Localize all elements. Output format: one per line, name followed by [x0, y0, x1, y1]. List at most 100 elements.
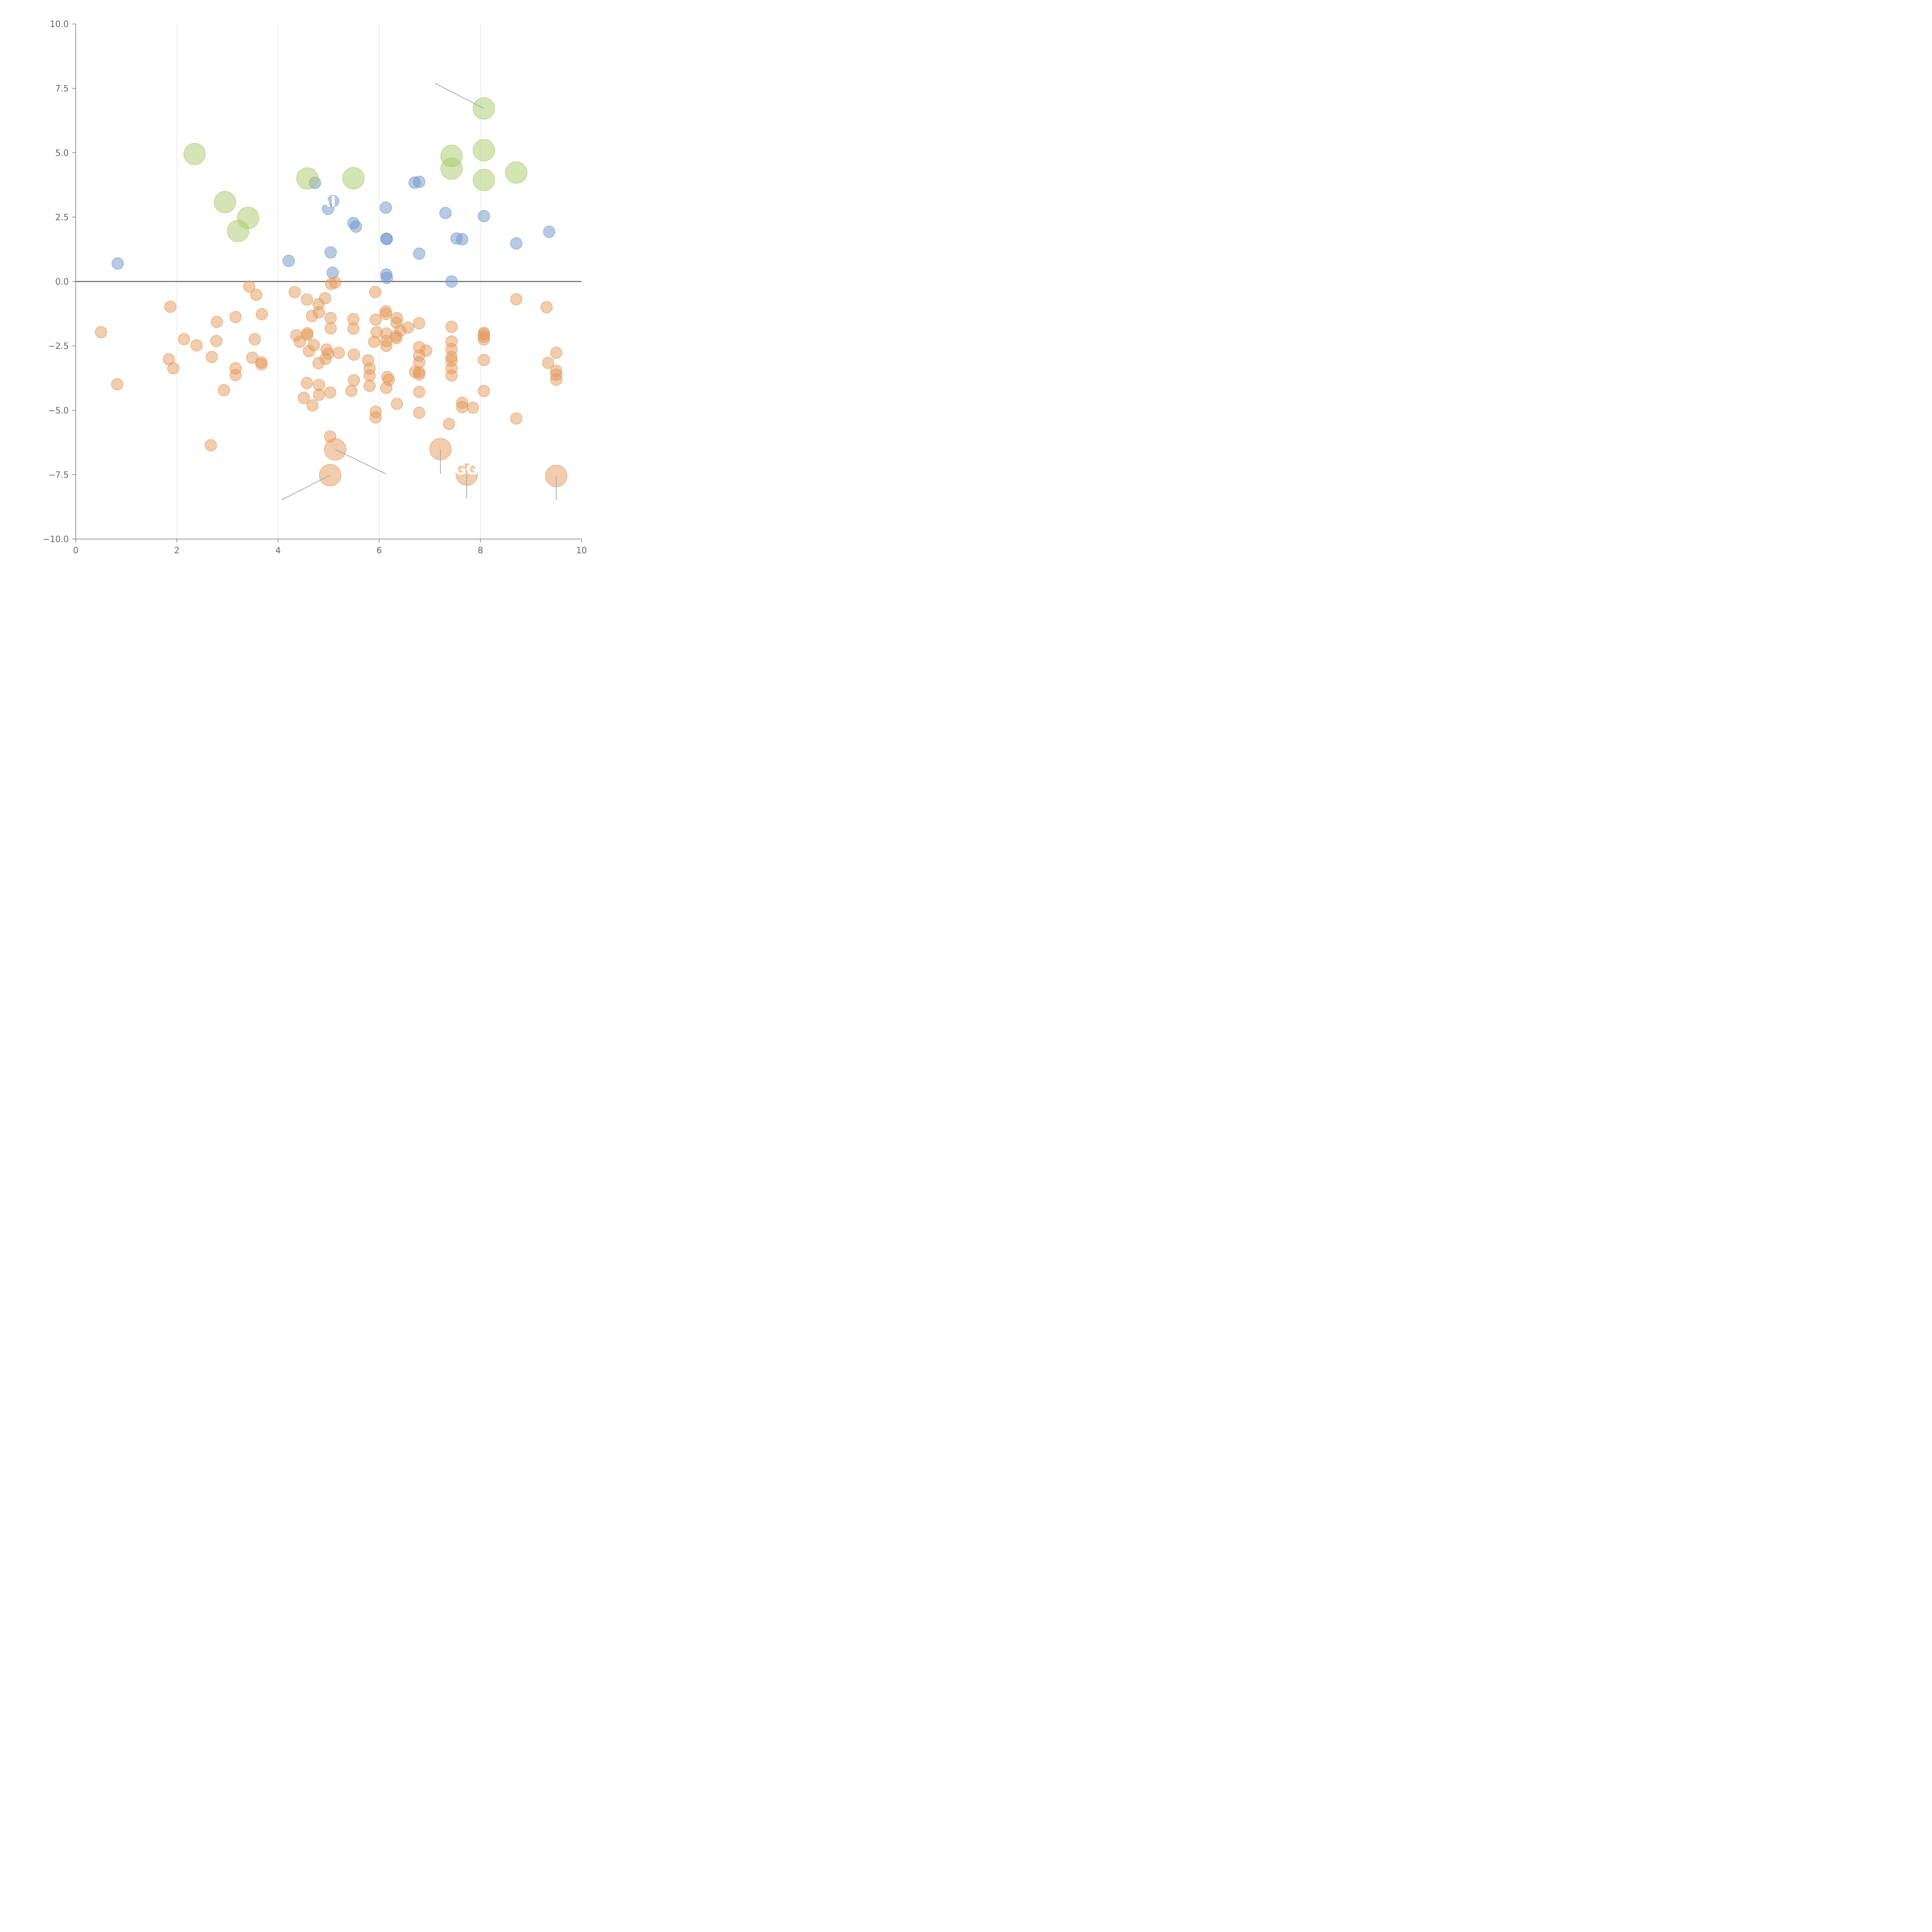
point-orange: [363, 369, 376, 382]
point-orange: [380, 382, 393, 394]
point-orange: [306, 399, 319, 412]
point-orange: [298, 392, 310, 404]
point-orange: [478, 385, 490, 397]
point-green: [342, 167, 365, 189]
point-orange: [420, 344, 432, 357]
point-orange: [478, 333, 490, 346]
point-orange: [324, 386, 337, 399]
annotation-label: GG: [454, 461, 478, 478]
point-orange: [510, 293, 522, 306]
point-orange: [332, 347, 345, 359]
point-orange: [190, 339, 203, 352]
point-blue: [510, 237, 522, 250]
point-green: [214, 191, 236, 213]
point-orange: [363, 379, 376, 392]
x-tick-label: 4: [276, 546, 281, 556]
point-orange: [218, 384, 230, 396]
point-orange: [250, 289, 263, 301]
marks-layer: [95, 97, 568, 487]
x-tick-label: 2: [174, 546, 180, 556]
point-orange: [324, 312, 337, 324]
x-tick-label: 0: [73, 546, 78, 556]
point-orange: [391, 398, 403, 410]
point-orange: [456, 401, 468, 413]
point-blue: [543, 226, 555, 238]
point-blue: [327, 195, 340, 207]
x-tick-label: 6: [376, 546, 382, 556]
point-blue: [379, 201, 392, 214]
point-orange: [542, 357, 554, 369]
y-tick-label: 2.5: [55, 213, 69, 223]
point-green: [183, 143, 206, 165]
point-orange: [313, 306, 325, 319]
point-orange: [348, 349, 360, 361]
point-orange: [413, 368, 425, 381]
point-orange: [445, 369, 458, 382]
point-orange: [348, 374, 360, 387]
point-orange: [319, 292, 332, 304]
point-orange: [379, 308, 392, 320]
point-orange: [204, 439, 217, 452]
y-tick-label: −7.5: [48, 470, 69, 480]
point-orange: [248, 333, 261, 345]
y-tick-label: 5.0: [55, 148, 69, 158]
point-orange: [206, 351, 218, 363]
point-blue: [439, 207, 452, 219]
x-tick-label: 10: [576, 546, 587, 556]
point-orange: [210, 335, 223, 347]
point-orange: [301, 293, 313, 306]
point-orange: [324, 322, 337, 335]
point-green: [473, 169, 495, 191]
point-orange: [510, 412, 522, 425]
point-orange: [369, 411, 382, 424]
point-orange: [178, 333, 190, 345]
point-orange: [413, 406, 425, 419]
leader-line: [434, 83, 484, 109]
point-blue: [413, 247, 425, 260]
point-orange: [211, 316, 223, 328]
point-orange: [413, 356, 425, 369]
y-tick-label: 0.0: [55, 277, 69, 287]
axis-layer: 0 2 4 6 8 10 −10.0 −7.5 −5.0 −2.5 0.0 2.5 5.0 7.5 10.0: [43, 20, 587, 556]
point-orange: [347, 322, 360, 335]
point-orange: [550, 347, 563, 359]
point-blue: [111, 257, 124, 270]
point-orange: [380, 340, 393, 352]
point-orange: [301, 377, 313, 389]
point-orange: [167, 362, 180, 374]
point-blue: [478, 210, 490, 222]
point-orange: [402, 321, 414, 334]
scatter-chart: 0 2 4 6 8 10 −10.0 −7.5 −5.0 −2.5 0.0 2.5 5.0 7.5 10.0…: [43, 20, 587, 556]
point-orange: [243, 281, 255, 293]
point-blue: [445, 275, 458, 288]
point-orange: [294, 335, 306, 348]
point-blue: [413, 175, 425, 188]
point-blue: [282, 255, 295, 267]
point-orange: [329, 276, 342, 289]
point-orange: [345, 385, 358, 397]
point-orange: [369, 286, 381, 298]
point-green: [440, 157, 463, 180]
point-green: [473, 139, 495, 162]
point-orange: [550, 373, 563, 386]
point-orange: [443, 418, 455, 430]
point-blue: [324, 246, 337, 259]
point-blue: [350, 220, 362, 233]
x-tick-label: 8: [478, 546, 483, 556]
annotation-label: AI: [319, 193, 336, 210]
y-tick-label: −2.5: [48, 342, 69, 351]
point-orange: [95, 326, 107, 338]
point-orange: [313, 389, 325, 401]
point-green: [237, 207, 260, 229]
point-blue: [381, 233, 393, 245]
point-orange: [478, 354, 490, 366]
point-orange: [289, 286, 301, 298]
leader-line: [335, 449, 386, 474]
point-orange: [229, 311, 242, 323]
point-green: [296, 167, 319, 190]
point-orange: [301, 328, 314, 341]
point-orange: [322, 347, 334, 360]
point-orange: [308, 339, 320, 351]
point-orange: [164, 301, 177, 313]
y-tick-label: 7.5: [55, 84, 69, 94]
